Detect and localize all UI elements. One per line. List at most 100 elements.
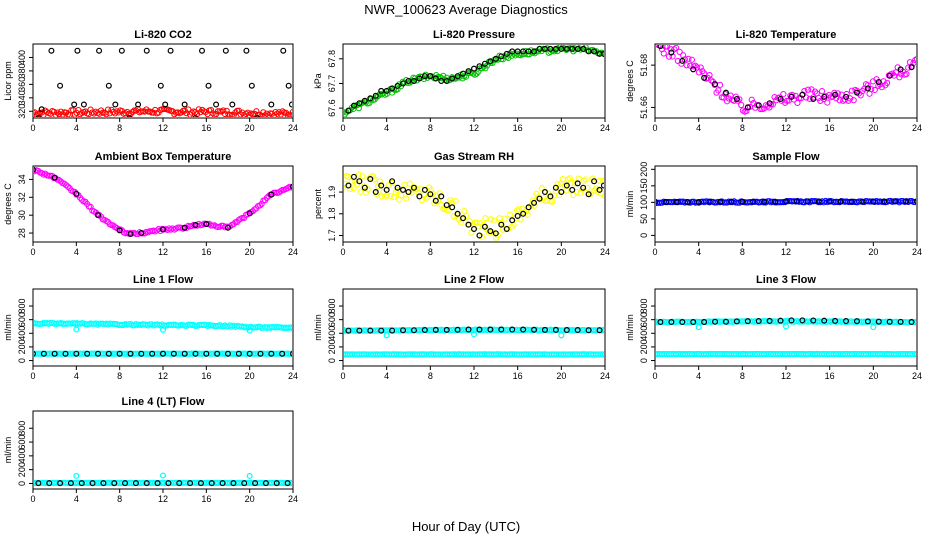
- panel-li-820-co2-point: [232, 109, 239, 116]
- panel-line-1-flow-point: [289, 325, 292, 332]
- panel-line-3-flow-title: Line 3 Flow: [756, 274, 816, 286]
- panel-gas-stream-rh: Gas Stream RH 0 4 8 12 16 20 24 1.7 1.8 1.9 percent: [313, 151, 610, 257]
- panel-li-820-pressure-point: [443, 77, 450, 84]
- panel-li-820-temperature-point: [683, 62, 690, 69]
- panel-line-1-flow-ylabel: ml/min: [3, 314, 13, 341]
- panel-line-3-flow-point: [656, 318, 658, 325]
- panel-sample-flow-point: [750, 198, 757, 205]
- panel-gas-stream-rh-point: [517, 216, 524, 223]
- panel-li-820-temperature-xtick-label: 20: [868, 123, 878, 133]
- panel-li-820-temperature-point: [708, 77, 715, 84]
- panel-line-1-flow-point: [34, 350, 36, 357]
- panel-gas-stream-rh-point: [552, 184, 559, 191]
- panel-li-820-temperature-point: [652, 36, 657, 41]
- panel-line-1-flow-point: [138, 350, 145, 357]
- panel-line-1-flow-point: [160, 350, 167, 357]
- panel-sample-flow-point: [684, 199, 691, 206]
- panel-li-820-co2-title: Li-820 CO2: [134, 29, 191, 41]
- panel-line-3-flow-point: [799, 317, 806, 324]
- panel-gas-stream-rh-point: [533, 190, 540, 197]
- panel-ambient-box-temperature-title: Ambient Box Temperature: [95, 151, 232, 163]
- panel-line-1-flow-ytick-label: 400: [17, 326, 27, 341]
- panel-li-820-co2-point: [99, 109, 106, 116]
- panel-line-4-lt-flow-xtick-label: 16: [201, 494, 211, 504]
- panel-line-2-flow-point: [421, 327, 428, 334]
- panel-line-3-flow-ytick-label: 400: [639, 326, 649, 341]
- panel-line-3-flow-series-avg: [657, 317, 915, 326]
- panel-li-820-temperature-point: [712, 81, 719, 88]
- panel-li-820-co2-ytick-label: 340: [17, 90, 27, 105]
- panel-li-820-pressure-xtick-label: 0: [340, 123, 345, 133]
- panel-sample-flow-plot-area: [656, 197, 916, 206]
- panel-li-820-pressure-point: [514, 48, 521, 55]
- panel-line-1-flow-point: [203, 350, 210, 357]
- panel-line-1-flow-point: [246, 350, 253, 357]
- panel-li-820-co2-point: [220, 107, 227, 114]
- panel-li-820-pressure-point: [471, 65, 478, 72]
- panel-line-4-lt-flow-point: [46, 480, 53, 487]
- panel-gas-stream-rh-point: [563, 187, 570, 194]
- panel-gas-stream-rh-point: [585, 191, 592, 198]
- panel-li-820-pressure-point: [531, 48, 538, 55]
- panel-li-820-pressure-point: [462, 73, 470, 80]
- panel-gas-stream-rh-point: [429, 190, 436, 197]
- panel-line-4-lt-flow-point: [57, 480, 64, 487]
- panel-li-820-pressure-frame: [342, 43, 606, 119]
- panel-line-3-flow-point: [875, 318, 882, 325]
- panel-gas-stream-rh-point: [403, 195, 410, 202]
- panel-li-820-temperature-point: [743, 107, 750, 115]
- panel-ambient-box-temperature-point: [73, 190, 80, 197]
- panel-li-820-temperature-point: [769, 101, 776, 108]
- panel-line-1-flow-point: [73, 326, 80, 333]
- panel-li-820-pressure-point: [438, 77, 445, 84]
- panel-sample-flow-ytick-label: 50: [639, 214, 649, 224]
- panel-line-4-lt-flow-xtick-label: 24: [288, 494, 298, 504]
- panel-line-3-flow-point: [695, 324, 702, 331]
- panel-line-3-flow-point: [908, 319, 915, 326]
- panel-gas-stream-rh-point: [421, 186, 428, 193]
- panel-li-820-pressure-point: [580, 45, 587, 52]
- panel-sample-flow-point: [837, 198, 844, 205]
- panel-ambient-box-temperature-xtick-label: 24: [288, 247, 298, 257]
- panel-gas-stream-rh-point: [345, 182, 352, 189]
- panel-li-820-pressure-xtick-label: 20: [556, 123, 566, 133]
- panel-li-820-temperature-point: [679, 57, 686, 64]
- panel-line-1-flow-point: [279, 350, 286, 357]
- panel-ambient-box-temperature-xtick-label: 16: [201, 247, 211, 257]
- panel-li-820-co2-xtick-label: 24: [288, 123, 298, 133]
- panel-li-820-temperature-xtick-label: 8: [740, 123, 745, 133]
- panel-ambient-box-temperature-point: [246, 210, 253, 217]
- panel-li-820-temperature-point: [832, 91, 839, 98]
- panel-li-820-temperature-point: [810, 95, 817, 102]
- panel-gas-stream-rh-point: [378, 182, 385, 189]
- panel-line-1-flow-point: [257, 350, 264, 357]
- panel-gas-stream-rh-series-raw: [344, 171, 604, 241]
- panel-li-820-co2-point: [243, 47, 250, 54]
- panel-li-820-pressure-point: [383, 87, 390, 94]
- panel-li-820-pressure-point: [427, 73, 434, 80]
- panel-line-1-flow-ytick-label: 200: [17, 339, 27, 354]
- panel-ambient-box-temperature-point: [256, 202, 263, 209]
- panel-li-820-temperature-point: [824, 99, 831, 106]
- panel-gas-stream-rh-point: [413, 186, 420, 193]
- panel-line-4-lt-flow-point: [35, 480, 42, 487]
- panel-line-3-flow-xtick-label: 12: [781, 371, 791, 381]
- panel-sample-flow-point: [728, 198, 735, 205]
- panel-li-820-pressure-point: [416, 75, 423, 82]
- panel-gas-stream-rh-point: [580, 177, 587, 184]
- panel-line-2-flow-xtick-label: 24: [600, 371, 610, 381]
- panel-line-3-flow-ytick-label: 800: [639, 299, 649, 314]
- panel-sample-flow-point: [848, 198, 855, 205]
- panel-li-820-temperature-point: [908, 64, 915, 71]
- panel-ambient-box-temperature-point: [87, 203, 94, 211]
- panel-gas-stream-rh-point: [525, 204, 532, 211]
- panel-li-820-pressure-point: [574, 45, 581, 52]
- panel-gas-stream-rh-point: [438, 193, 445, 200]
- panel-line-4-lt-flow-ytick-label: 0: [17, 481, 27, 486]
- panel-li-820-temperature: Li-820 Temperature 0 4 8 12 16 20 24 51.66 51.68 d…: [625, 29, 922, 133]
- panel-gas-stream-rh-point: [541, 189, 548, 196]
- panel-li-820-pressure-point: [591, 48, 598, 55]
- panel-gas-stream-rh-point: [591, 178, 598, 185]
- panel-ambient-box-temperature-point: [51, 174, 58, 181]
